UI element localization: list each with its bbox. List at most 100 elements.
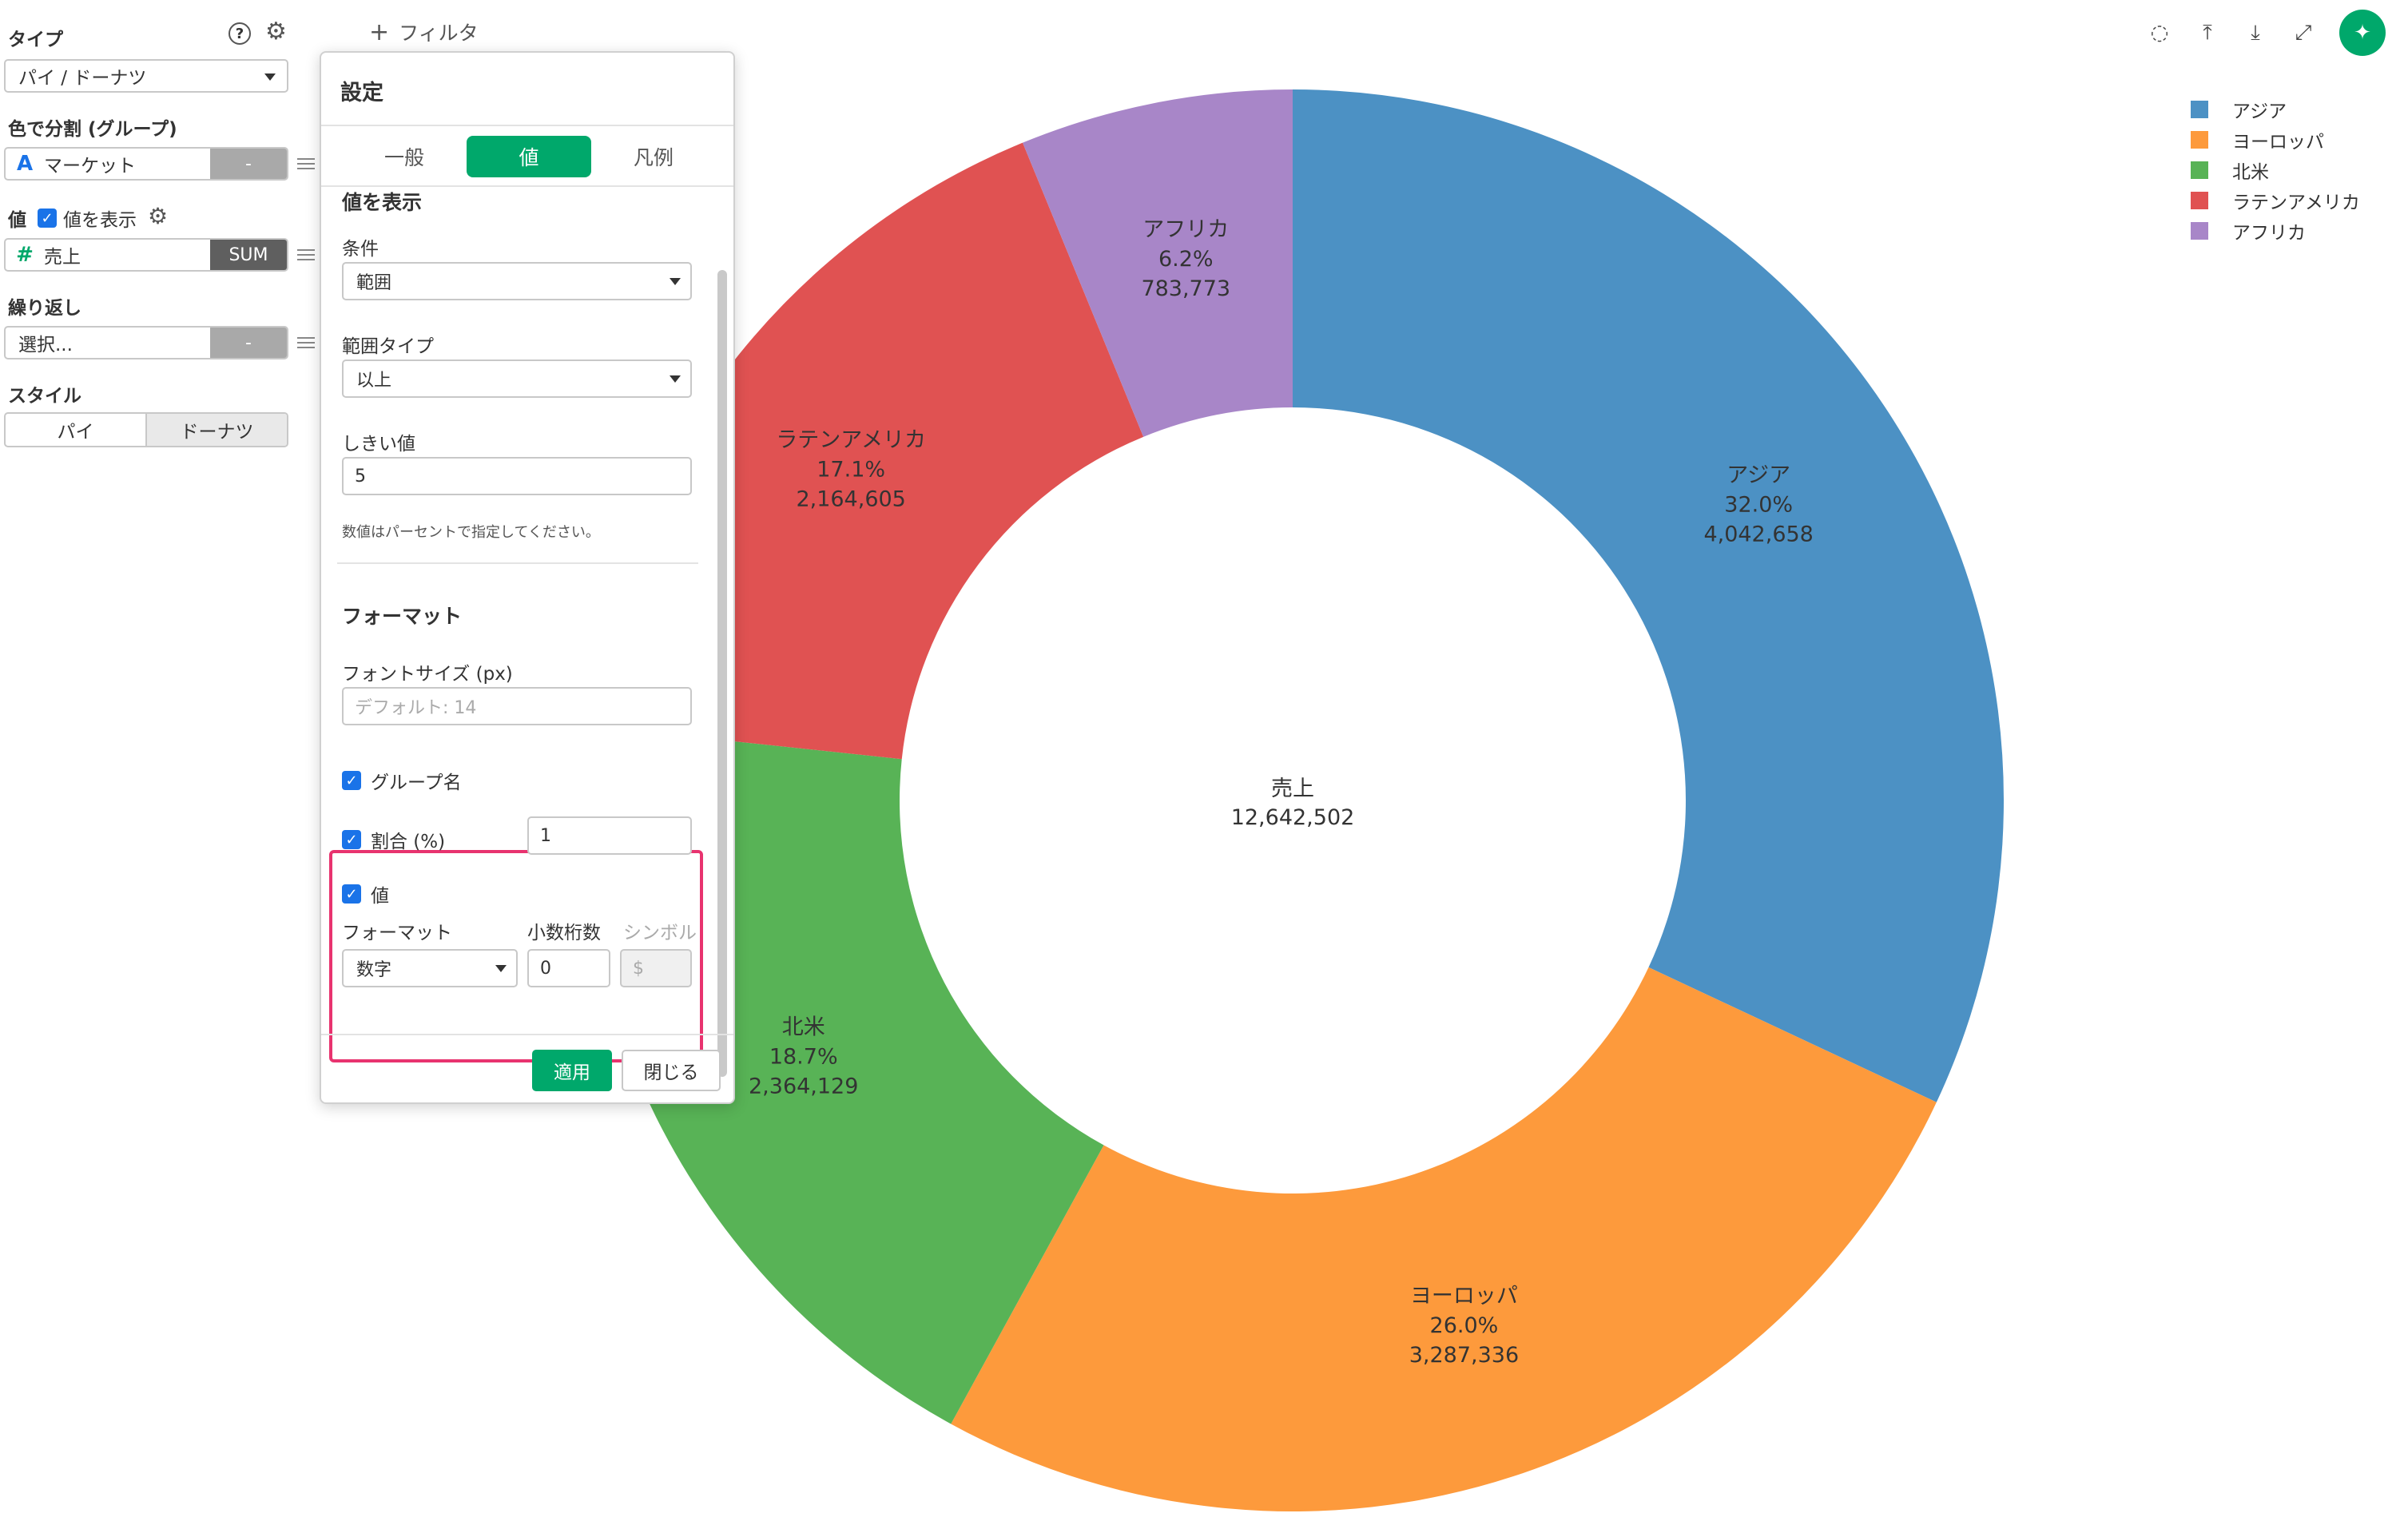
range-type-select[interactable]: 以上 xyxy=(342,359,692,398)
threshold-input[interactable]: 5 xyxy=(342,457,692,495)
apply-button[interactable]: 適用 xyxy=(532,1050,612,1091)
group-name-label: グループ名 xyxy=(371,772,462,793)
range-type-value: 以上 xyxy=(356,371,392,391)
show-value-checkbox[interactable]: ✓ xyxy=(38,209,57,228)
color-field-name: マーケット xyxy=(44,156,136,177)
help-icon[interactable]: ? xyxy=(228,22,251,45)
style-label: スタイル xyxy=(8,386,81,407)
tab-general[interactable]: 一般 xyxy=(383,146,424,169)
legend-swatch xyxy=(2191,101,2208,118)
legend-swatch xyxy=(2191,222,2208,240)
decimals-input[interactable]: 0 xyxy=(527,949,610,987)
number-format-value: 数字 xyxy=(356,960,392,980)
legend-item[interactable]: ヨーロッパ xyxy=(2191,125,2360,155)
slice-percent-label: 18.7% xyxy=(769,1044,838,1069)
color-field-agg-button[interactable]: - xyxy=(210,149,287,179)
ratio-checkbox[interactable]: ✓ xyxy=(342,830,361,849)
value-checkbox[interactable]: ✓ xyxy=(342,884,361,904)
color-field[interactable]: A マーケット - xyxy=(4,147,288,181)
legend-swatch xyxy=(2191,131,2208,149)
drag-handle-icon[interactable] xyxy=(297,337,315,348)
dialog-title: 設定 xyxy=(340,81,383,105)
slice-percent-label: 32.0% xyxy=(1724,492,1793,517)
chevron-down-icon xyxy=(264,73,276,81)
slice-name-label: ヨーロッパ xyxy=(1410,1284,1518,1309)
chart-legend: アジアヨーロッパ北米ラテンアメリカ アフリカ xyxy=(2191,94,2360,246)
donut-slice[interactable] xyxy=(1023,89,1293,437)
repeat-field[interactable]: 選択... - xyxy=(4,326,288,359)
chart-toolbar: ◌ ⤒ ⤓ ⤢ ✦ xyxy=(2148,10,2386,56)
repeat-field-agg-button[interactable]: - xyxy=(210,328,287,358)
slice-name-label: ラテンアメリカ xyxy=(776,427,926,452)
type-section-label: タイプ ? ⚙ xyxy=(8,18,287,51)
legend-item[interactable]: ラテンアメリカ xyxy=(2191,185,2360,216)
donut-slice[interactable] xyxy=(1293,89,2005,1102)
style-option-pie[interactable]: パイ xyxy=(57,422,94,443)
download-icon[interactable]: ⤓ xyxy=(2251,20,2260,45)
expand-icon[interactable]: ⤢ xyxy=(2295,20,2312,45)
condition-value: 範囲 xyxy=(356,273,392,293)
legend-item[interactable]: アフリカ xyxy=(2191,216,2360,246)
slice-percent-label: 17.1% xyxy=(817,457,885,482)
slice-value-label: 2,164,605 xyxy=(796,487,905,511)
value-field[interactable]: # 売上 SUM xyxy=(4,238,288,272)
legend-item[interactable]: 北米 xyxy=(2191,155,2360,185)
donut-slice[interactable] xyxy=(951,967,1937,1511)
slice-value-label: 3,287,336 xyxy=(1409,1343,1519,1368)
ratio-label: 割合 (%) xyxy=(371,832,446,852)
slice-name-label: 北米 xyxy=(782,1015,825,1039)
group-name-option: ✓ グループ名 xyxy=(342,767,462,794)
style-option-donut[interactable]: ドーナツ xyxy=(145,414,287,446)
number-type-icon: # xyxy=(16,243,34,267)
dialog-scrollbar[interactable] xyxy=(717,270,727,1077)
highlight-box xyxy=(329,850,703,1062)
slice-value-label: 4,042,658 xyxy=(1703,522,1813,546)
settings-dialog: 設定 一般 値 凡例 値を表示 条件 範囲 範囲タイプ 以上 しきい値 5 数値… xyxy=(320,51,735,1104)
show-value-section-title: 値を表示 xyxy=(342,191,423,214)
format-label: フォーマット xyxy=(342,923,452,943)
group-name-checkbox[interactable]: ✓ xyxy=(342,771,361,790)
dialog-body: 値を表示 条件 範囲 範囲タイプ 以上 しきい値 5 数値はパーセントで指定して… xyxy=(321,187,733,1082)
ratio-decimals-input[interactable]: 1 xyxy=(527,816,692,855)
gear-icon[interactable]: ⚙ xyxy=(265,18,287,46)
chart-type-value: パイ / ドーナツ xyxy=(18,68,147,89)
add-filter-button[interactable]: + フィルタ xyxy=(369,18,479,46)
plus-icon: + xyxy=(369,18,390,46)
section-divider xyxy=(337,562,698,564)
close-button[interactable]: 閉じる xyxy=(622,1050,721,1091)
condition-select[interactable]: 範囲 xyxy=(342,262,692,300)
ratio-option: ✓ 割合 (%) xyxy=(342,826,445,853)
drag-handle-icon[interactable] xyxy=(297,249,315,260)
slice-value-label: 2,364,129 xyxy=(749,1074,858,1098)
legend-label: ヨーロッパ xyxy=(2232,132,2324,153)
slice-name-label: アフリカ xyxy=(1142,217,1229,242)
number-format-select[interactable]: 数字 xyxy=(342,949,518,987)
legend-label: ラテンアメリカ xyxy=(2232,193,2360,213)
type-label: タイプ xyxy=(8,30,63,50)
slice-name-label: アジア xyxy=(1727,463,1790,487)
comment-icon[interactable]: ◌ xyxy=(2150,21,2169,45)
format-heading: フォーマット xyxy=(342,605,463,628)
chevron-down-icon xyxy=(670,278,681,285)
value-settings-gear-icon[interactable]: ⚙ xyxy=(148,202,169,229)
color-split-label: 色で分割 (グループ) xyxy=(8,119,177,140)
value-label: 値 xyxy=(8,210,26,231)
legend-label: 北米 xyxy=(2232,162,2269,183)
legend-label: アジア xyxy=(2232,101,2287,122)
upload-icon[interactable]: ⤒ xyxy=(2203,20,2212,45)
tab-legend[interactable]: 凡例 xyxy=(633,146,674,169)
chart-type-select[interactable]: パイ / ドーナツ xyxy=(4,59,288,93)
drag-handle-icon[interactable] xyxy=(297,158,315,169)
value-check-label: 値 xyxy=(371,886,389,907)
slice-percent-label: 26.0% xyxy=(1430,1313,1499,1338)
threshold-help-text: 数値はパーセントで指定してください。 xyxy=(342,524,600,541)
legend-item[interactable]: アジア xyxy=(2191,94,2360,125)
pin-icon[interactable]: ✦ xyxy=(2339,10,2386,56)
legend-label: アフリカ xyxy=(2232,223,2306,244)
dialog-header-divider xyxy=(321,125,733,126)
symbol-input: $ xyxy=(620,949,692,987)
chart-center-title: 売上 xyxy=(1271,776,1314,801)
value-field-agg-button[interactable]: SUM xyxy=(210,240,287,270)
font-size-input[interactable]: デフォルト: 14 xyxy=(342,687,692,725)
tab-values[interactable]: 値 xyxy=(467,136,591,177)
